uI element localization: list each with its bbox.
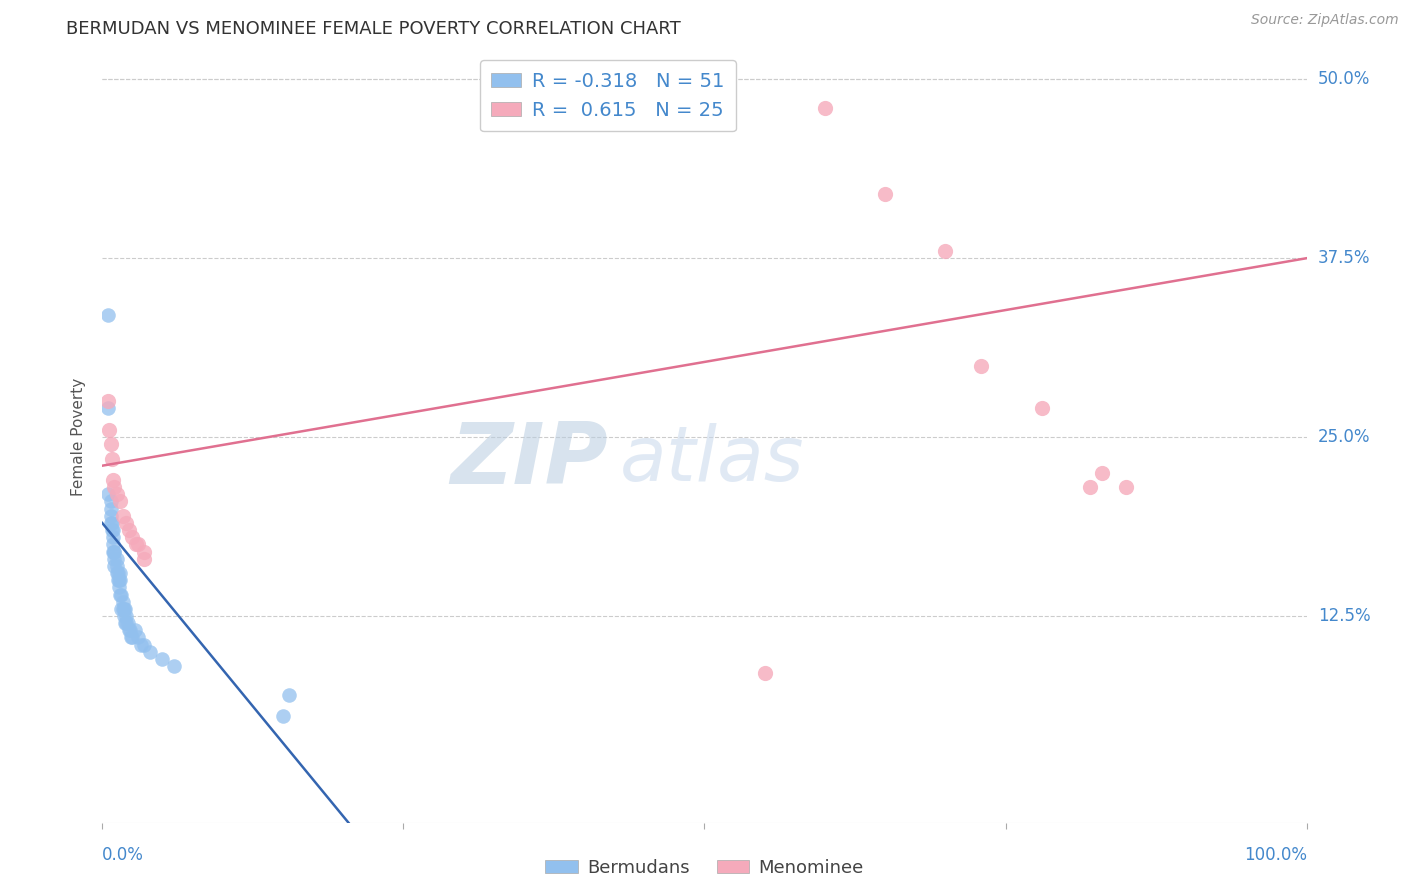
Point <box>108 580 131 594</box>
Point <box>107 566 129 580</box>
Point <box>110 566 132 580</box>
Point <box>134 544 156 558</box>
Point <box>117 616 139 631</box>
Point <box>103 558 125 573</box>
Point <box>121 530 143 544</box>
Point <box>1091 466 1114 480</box>
Point <box>970 359 993 373</box>
Point <box>114 616 136 631</box>
Text: ZIP: ZIP <box>450 418 607 502</box>
Point <box>111 595 134 609</box>
Point <box>120 631 142 645</box>
Point <box>121 631 143 645</box>
Point <box>814 101 837 115</box>
Point <box>114 602 136 616</box>
Point <box>1031 401 1053 416</box>
Point <box>127 631 149 645</box>
Point <box>100 494 122 508</box>
Point <box>124 624 146 638</box>
Point <box>101 530 124 544</box>
Point <box>107 573 129 587</box>
Point <box>110 587 132 601</box>
Legend: Bermudans, Menominee: Bermudans, Menominee <box>538 852 870 884</box>
Point <box>101 473 124 487</box>
Point <box>100 516 122 530</box>
Text: Source: ZipAtlas.com: Source: ZipAtlas.com <box>1251 13 1399 28</box>
Point <box>115 609 138 624</box>
Point <box>103 551 125 566</box>
Point <box>101 523 124 537</box>
Point <box>115 516 138 530</box>
Text: 100.0%: 100.0% <box>1244 846 1306 863</box>
Point <box>105 566 128 580</box>
Text: 25.0%: 25.0% <box>1317 428 1371 446</box>
Point <box>97 309 120 323</box>
Point <box>118 523 141 537</box>
Point <box>134 551 156 566</box>
Point <box>934 244 956 258</box>
Point <box>101 537 124 551</box>
Point <box>103 544 125 558</box>
Point <box>1115 480 1137 494</box>
Text: 37.5%: 37.5% <box>1317 249 1371 268</box>
Point <box>97 487 120 501</box>
Point <box>108 573 131 587</box>
Point <box>100 437 122 451</box>
Point <box>101 544 124 558</box>
Y-axis label: Female Poverty: Female Poverty <box>72 378 86 496</box>
Point <box>98 423 121 437</box>
Point <box>127 537 149 551</box>
Point <box>129 638 152 652</box>
Point <box>115 616 138 631</box>
Point <box>277 688 299 702</box>
Point <box>101 516 124 530</box>
Text: BERMUDAN VS MENOMINEE FEMALE POVERTY CORRELATION CHART: BERMUDAN VS MENOMINEE FEMALE POVERTY COR… <box>66 20 681 38</box>
Point <box>101 451 124 466</box>
Point <box>111 602 134 616</box>
Text: 12.5%: 12.5% <box>1317 607 1371 625</box>
Point <box>97 401 120 416</box>
Point <box>118 624 141 638</box>
Point <box>110 573 132 587</box>
Text: 50.0%: 50.0% <box>1317 70 1369 88</box>
Point <box>97 394 120 409</box>
Point <box>875 186 897 201</box>
Point <box>105 487 128 501</box>
Point <box>271 709 294 723</box>
Point <box>112 609 135 624</box>
Point <box>110 494 132 508</box>
Point <box>125 537 148 551</box>
Point <box>103 480 125 494</box>
Point <box>112 602 135 616</box>
Point <box>139 645 162 659</box>
Point <box>163 659 186 673</box>
Point <box>1078 480 1101 494</box>
Point <box>152 652 174 666</box>
Point <box>103 544 125 558</box>
Point <box>118 624 141 638</box>
Point <box>110 587 132 601</box>
Point <box>105 558 128 573</box>
Point <box>134 638 156 652</box>
Point <box>111 508 134 523</box>
Point <box>110 602 132 616</box>
Point <box>100 501 122 516</box>
Point <box>105 551 128 566</box>
Point <box>101 523 124 537</box>
Text: 0.0%: 0.0% <box>103 846 143 863</box>
Point <box>100 508 122 523</box>
Text: atlas: atlas <box>620 424 804 497</box>
Point <box>754 666 776 681</box>
